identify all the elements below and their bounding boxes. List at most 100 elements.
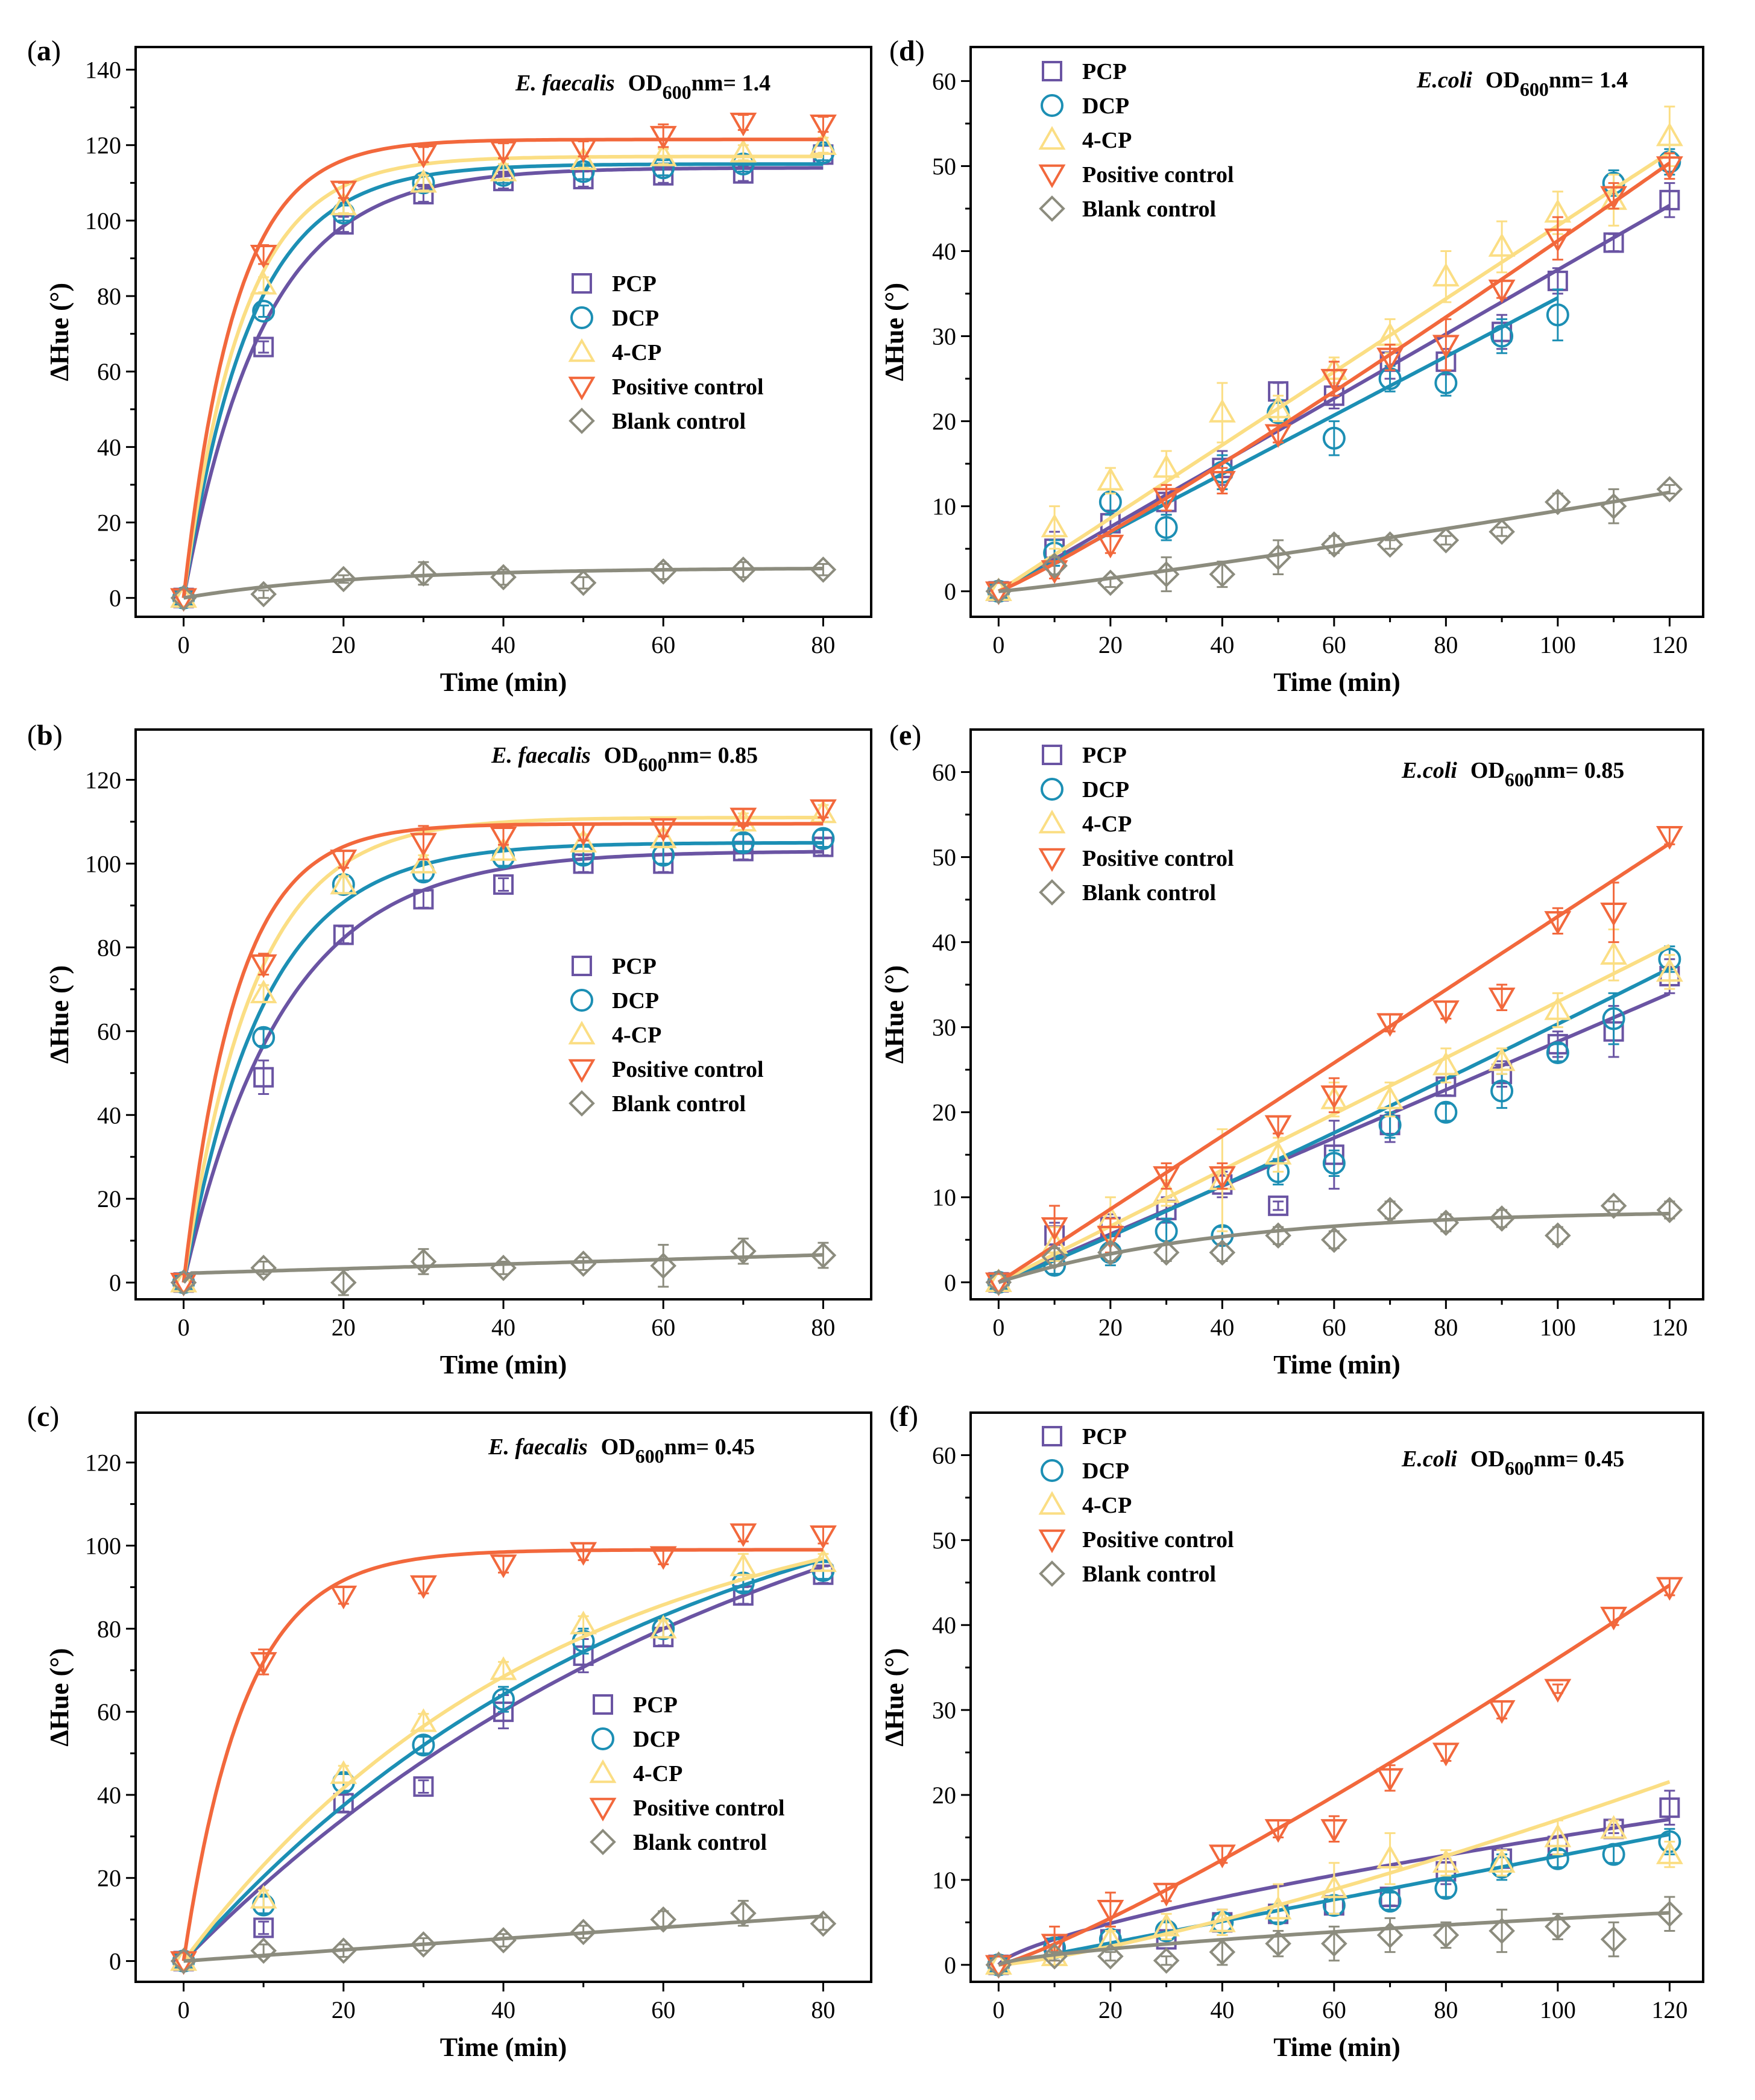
legend-label: 4-CP: [1082, 812, 1132, 837]
data-point: [253, 1067, 274, 1088]
legend-marker: [1038, 164, 1066, 189]
data-point: [729, 556, 757, 583]
panel-label-close: ): [915, 35, 925, 67]
condition-annotation: E.coli OD600nm= 1.4: [1416, 68, 1628, 100]
data-point: [1659, 189, 1680, 210]
y-tick-label: 30: [932, 1014, 956, 1041]
legend-marker: [1042, 745, 1062, 765]
y-tick-label: 60: [932, 68, 956, 95]
legend: PCP DCP 4-CP Positive control Blank control: [1038, 743, 1234, 906]
data-point: [1264, 1115, 1292, 1139]
od-subscript: 600: [1520, 78, 1549, 100]
legend-marker: [572, 956, 592, 976]
data-point: [1208, 1844, 1236, 1868]
data-point: [1097, 534, 1124, 559]
data-point: [985, 1269, 1012, 1296]
data-point: [1432, 1849, 1460, 1873]
fit-curve: [182, 1557, 824, 1963]
data-point: [1544, 996, 1572, 1020]
y-tick-label: 20: [932, 1099, 956, 1126]
y-tick-label: 60: [932, 1442, 956, 1469]
data-point: [1041, 513, 1068, 538]
data-point: [490, 140, 517, 165]
y-axis-label: ∆Hue (°): [45, 1648, 74, 1746]
data-point: [170, 584, 197, 611]
x-tick-label: 100: [1540, 1314, 1576, 1341]
panel-label-close: ): [909, 1401, 918, 1433]
legend-label: PCP: [1082, 1424, 1127, 1449]
panel-label-open: (: [27, 35, 37, 67]
data-point: [729, 1238, 757, 1264]
y-tick-label: 120: [85, 1449, 121, 1477]
legend-marker: [572, 273, 592, 294]
y-tick-label: 30: [932, 1697, 956, 1724]
legend-label: PCP: [1082, 743, 1127, 768]
x-tick-label: 0: [178, 1996, 190, 2023]
x-tick-label: 20: [1098, 1996, 1123, 2023]
od-suffix: nm= 1.4: [1549, 68, 1628, 93]
y-tick-label: 20: [932, 408, 956, 435]
legend-marker: [1038, 848, 1066, 872]
data-point: [1489, 1205, 1515, 1232]
legend-marker: [1039, 879, 1065, 906]
panel-label: (a): [27, 35, 61, 67]
x-tick-label: 20: [1098, 631, 1123, 658]
data-point: [490, 837, 517, 861]
y-tick-label: 100: [85, 850, 121, 877]
y-tick-label: 120: [85, 766, 121, 793]
data-point: [409, 145, 437, 169]
data-point: [1320, 1085, 1348, 1109]
panel-label: (b): [27, 719, 63, 751]
data-point: [1432, 262, 1460, 287]
x-axis-label: Time (min): [440, 667, 567, 697]
legend-marker: [568, 1059, 596, 1083]
data-point: [1545, 488, 1571, 516]
data-point: [250, 244, 277, 269]
data-point: [410, 1248, 437, 1275]
y-tick-label: 50: [932, 844, 956, 871]
data-point: [1265, 1222, 1291, 1249]
legend-label: Blank control: [1082, 880, 1216, 906]
data-point: [1488, 279, 1516, 304]
panel-label-close: ): [51, 35, 61, 67]
x-tick-label: 60: [1322, 1314, 1346, 1341]
legend-label: 4-CP: [633, 1761, 682, 1786]
data-point: [1097, 467, 1124, 491]
y-tick-label: 80: [97, 283, 121, 310]
od-subscript: 600: [635, 1445, 664, 1467]
y-tick-label: 40: [932, 929, 956, 956]
data-point: [490, 1927, 517, 1953]
data-point: [649, 142, 677, 166]
data-point: [1656, 957, 1683, 982]
data-point: [1265, 544, 1291, 571]
data-point: [170, 588, 198, 612]
data-point: [985, 581, 1012, 605]
data-point: [570, 1610, 597, 1635]
data-point: [1376, 1768, 1404, 1792]
legend-label: Positive control: [1082, 162, 1234, 188]
plot-frame: [969, 46, 1704, 618]
condition-annotation: E. faecalis OD600nm= 0.45: [488, 1434, 755, 1467]
condition-annotation: E. faecalis OD600nm= 1.4: [515, 71, 770, 103]
y-tick-label: 60: [97, 1018, 121, 1045]
series-4-cp: [170, 1548, 837, 1971]
x-tick-label: 80: [811, 1996, 835, 2023]
data-point: [250, 581, 277, 608]
data-point: [330, 1585, 358, 1610]
x-tick-label: 60: [651, 1996, 675, 2023]
data-point: [330, 566, 357, 593]
legend-marker: [568, 1020, 596, 1045]
legend-marker: [569, 408, 595, 434]
data-point: [1432, 1209, 1460, 1236]
od-subscript: 600: [663, 81, 692, 103]
legend-label: DCP: [633, 1727, 680, 1752]
y-tick-label: 120: [85, 132, 121, 159]
data-point: [1153, 1239, 1180, 1266]
od-suffix: nm= 0.85: [667, 743, 758, 768]
data-point: [250, 1937, 277, 1964]
panel-label-open: (: [889, 719, 899, 751]
legend-label: PCP: [612, 271, 657, 297]
data-point: [1659, 1797, 1680, 1818]
data-point: [490, 1554, 517, 1578]
